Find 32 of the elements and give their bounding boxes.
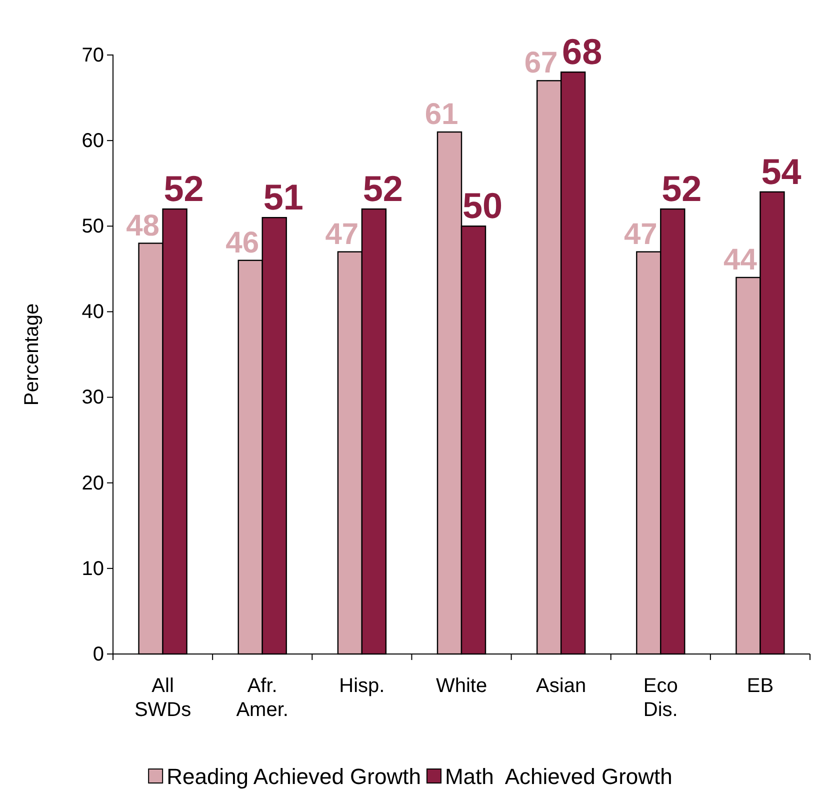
data-label: 67 xyxy=(524,46,558,80)
data-label: 68 xyxy=(562,31,602,72)
data-label: 50 xyxy=(462,185,503,226)
data-label: 47 xyxy=(325,218,359,251)
data-label: 48 xyxy=(126,209,160,242)
y-tick-label: 40 xyxy=(82,301,104,324)
data-label: 52 xyxy=(362,168,403,210)
y-axis-title: Percentage xyxy=(21,303,43,406)
y-tick-label: 50 xyxy=(82,216,104,238)
y-tick-label: 20 xyxy=(82,472,104,494)
data-label: 52 xyxy=(662,168,702,210)
y-tick-label: 30 xyxy=(82,386,104,409)
x-tick-label: EB xyxy=(746,675,774,697)
data-label: 47 xyxy=(624,218,658,251)
data-label: 51 xyxy=(263,176,304,218)
legend-label: Reading Achieved Growth xyxy=(166,764,421,789)
data-label: 52 xyxy=(164,168,204,210)
y-tick-label: 0 xyxy=(92,643,104,666)
legend-label: Math Achieved Growth xyxy=(444,764,672,789)
y-tick-label: 60 xyxy=(82,130,104,152)
data-label: 61 xyxy=(424,98,458,132)
x-tick-label: Asian xyxy=(536,675,586,697)
data-label: 44 xyxy=(724,243,758,276)
data-label: 54 xyxy=(761,150,802,192)
x-tick-label: Afr. Amer. xyxy=(236,675,288,721)
y-tick-label: 70 xyxy=(82,44,104,66)
data-label: 46 xyxy=(226,226,260,260)
x-tick-label: White xyxy=(436,675,488,697)
x-tick-label: Hisp. xyxy=(339,675,385,697)
x-tick-label: All SWDs xyxy=(134,675,192,721)
y-tick-label: 10 xyxy=(82,558,104,580)
x-tick-label: Eco Dis. xyxy=(643,675,678,721)
